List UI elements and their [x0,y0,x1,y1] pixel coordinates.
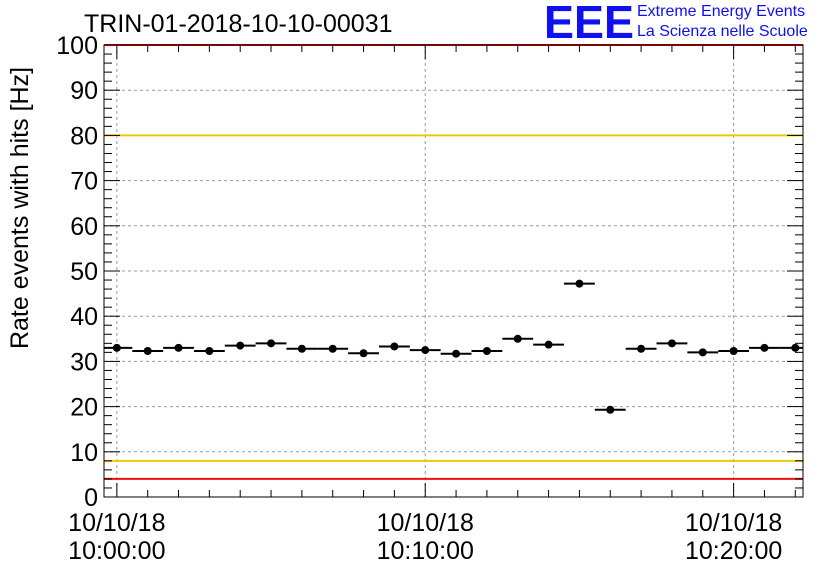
y-tick-label: 100 [56,32,98,60]
chart-title: TRIN-01-2018-10-10-00031 [84,10,393,38]
y-tick-label: 90 [70,77,98,105]
data-point [482,347,491,356]
data-point [174,343,183,352]
x-tick-label-time: 10:10:00 [377,537,474,565]
logo-line-1: Extreme Energy Events [637,3,806,20]
axis-ticks [104,44,803,498]
data-points [104,279,803,414]
eee-logo-text: Extreme Energy Events La Scienza nelle S… [637,2,808,42]
data-point [328,344,337,353]
data-point [637,344,646,353]
x-tick-label-date: 10/10/18 [377,509,474,537]
data-point [760,343,769,352]
data-point [267,339,276,348]
data-point [112,343,121,352]
data-point [390,342,399,351]
y-tick-label: 40 [70,303,98,331]
data-point [236,341,245,350]
data-point [606,405,615,414]
y-tick-label: 0 [84,484,98,512]
data-point [143,347,152,356]
eee-logo-mark: EEE [544,0,634,46]
grid-lines [104,45,803,497]
data-point [359,349,368,358]
data-point [452,349,461,358]
data-point [297,344,306,353]
data-point [205,347,214,356]
x-tick-label-date: 10/10/18 [685,509,782,537]
y-tick-label: 60 [70,213,98,241]
reference-lines [104,44,803,480]
y-tick-label: 20 [70,394,98,422]
data-point [667,339,676,348]
tick-labels: 010203040506070809010010/10/1810:00:0010… [56,32,782,565]
data-point [544,340,553,349]
y-tick-label: 50 [70,258,98,286]
y-tick-label: 10 [70,439,98,467]
y-axis-label: Rate events with hits [Hz] [6,67,34,349]
data-point [698,348,707,357]
y-tick-label: 80 [70,122,98,150]
data-point [513,334,522,343]
x-tick-label-time: 10:20:00 [685,537,782,565]
y-tick-label: 70 [70,168,98,196]
data-point [575,279,584,288]
x-tick-label-time: 10:00:00 [68,537,165,565]
data-point [791,343,800,352]
x-tick-label-date: 10/10/18 [68,509,165,537]
eee-logo: EEE [544,0,634,46]
logo-line-2: La Scienza nelle Scuole [637,23,808,40]
data-point [729,347,738,356]
y-tick-label: 30 [70,348,98,376]
data-point [421,346,430,355]
